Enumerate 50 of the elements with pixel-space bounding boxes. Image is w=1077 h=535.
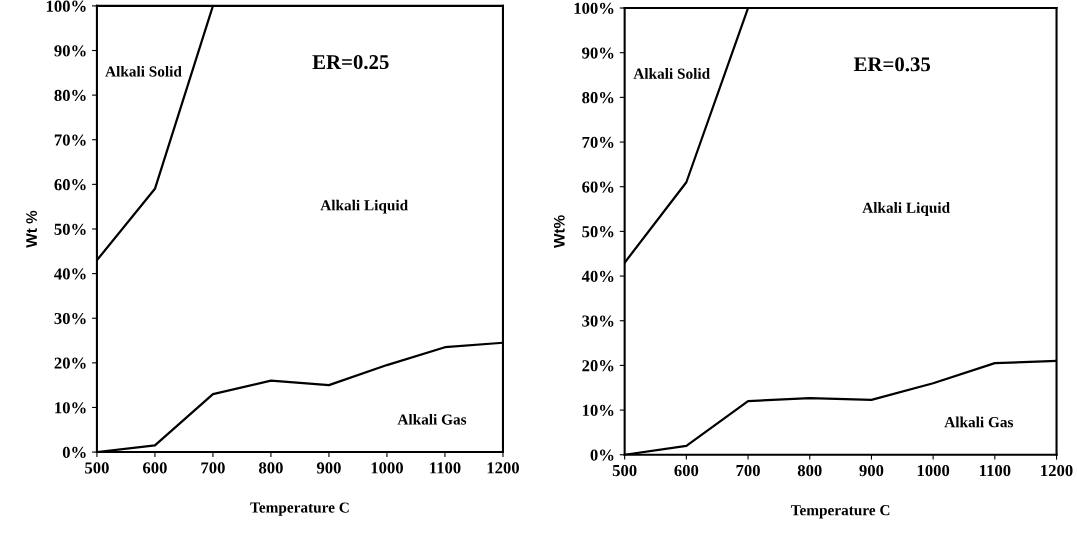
y-tick-label: 50% (582, 226, 614, 238)
y-tick-label: 60% (582, 181, 614, 193)
x-tick-label: 1100 (430, 462, 461, 474)
annotation: Alkali Solid (633, 68, 710, 79)
y-tick-label: 100% (46, 0, 86, 12)
annotation: ER=0.25 (312, 55, 389, 70)
x-tick-label: 800 (797, 464, 822, 477)
annotation: Alkali Liquid (862, 202, 950, 216)
x-tick-label: 1000 (371, 462, 403, 474)
x-tick-label: 800 (259, 462, 283, 474)
y-tick-label: 90% (54, 45, 86, 57)
y-tick-label: 100% (574, 2, 614, 15)
y-tick-label: 90% (582, 47, 614, 59)
x-tick-label: 900 (859, 464, 884, 477)
x-tick-label: 600 (674, 464, 699, 477)
y-tick-label: 40% (581, 270, 614, 283)
x-tick-label: 1200 (1041, 464, 1073, 477)
x-axis-title: Temperature C (790, 505, 890, 519)
y-tick-label: 30% (54, 312, 86, 325)
y-tick-label: 10% (55, 402, 86, 414)
x-tick-label: 500 (85, 462, 109, 474)
y-axis-title: Wt % (26, 210, 37, 248)
y-tick-label: 0% (590, 449, 614, 461)
y-tick-label: 0% (62, 446, 86, 459)
y-tick-label: 20% (54, 357, 86, 369)
annotation: ER=0.35 (853, 57, 931, 72)
annotation: Alkali Liquid (320, 199, 408, 214)
y-tick-label: 80% (582, 92, 614, 104)
x-tick-label: 600 (143, 462, 167, 474)
x-axis-title: Temperature C (250, 502, 349, 516)
annotation: Alkali Solid (105, 65, 182, 77)
y-tick-label: 30% (582, 315, 614, 327)
y-tick-label: 40% (54, 268, 86, 280)
x-tick-label: 1100 (979, 464, 1011, 477)
x-tick-label: 500 (612, 464, 637, 477)
annotation: Alkali Gas (397, 413, 467, 425)
y-tick-label: 80% (54, 89, 86, 102)
annotation: Alkali Gas (944, 416, 1014, 428)
y-tick-label: 20% (582, 360, 614, 372)
y-tick-label: 10% (582, 404, 614, 417)
y-tick-label: 60% (54, 179, 86, 191)
y-tick-label: 70% (54, 134, 86, 146)
x-tick-label: 700 (736, 464, 760, 477)
x-tick-label: 1000 (917, 464, 950, 477)
x-tick-label: 900 (316, 462, 341, 474)
y-axis-title: Wt% (553, 215, 565, 248)
y-tick-label: 50% (54, 223, 86, 235)
x-tick-label: 1200 (487, 462, 519, 474)
y-tick-label: 70% (582, 136, 614, 149)
x-tick-label: 700 (201, 462, 225, 474)
